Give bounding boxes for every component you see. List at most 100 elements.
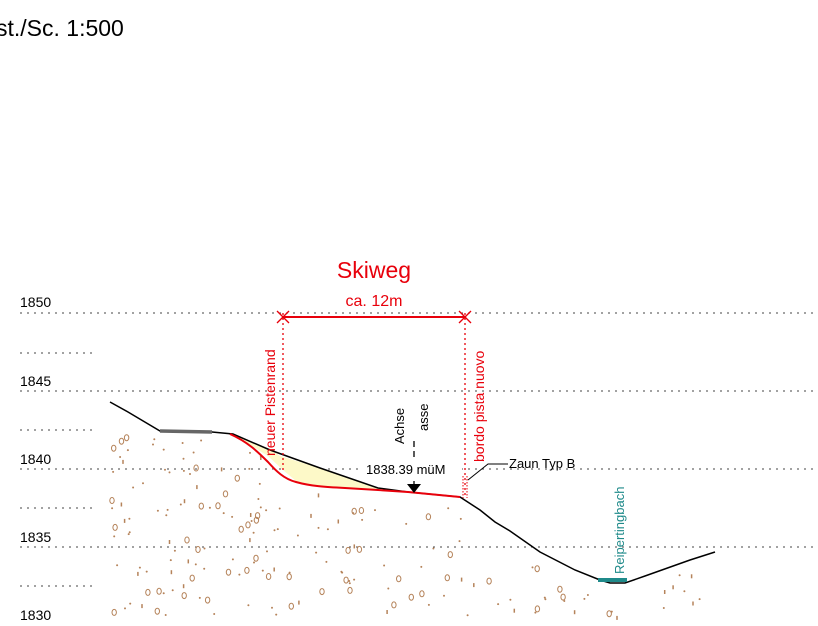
- soil-pebble: [154, 607, 161, 615]
- road-width-label: ca. 12m: [346, 293, 403, 310]
- soil-dot: [261, 569, 264, 572]
- soil-dot: [348, 582, 351, 585]
- soil-pebble: [319, 588, 325, 596]
- elevation-labels: 1850 1845 1840 1835 1830: [20, 294, 51, 623]
- soil-pebble: [123, 434, 130, 442]
- soil-pebble: [184, 536, 190, 544]
- soil-dot: [353, 578, 356, 581]
- paved-existing-segment: [159, 429, 213, 434]
- soil-dot: [111, 507, 114, 510]
- axis-label-it: asse: [416, 404, 431, 431]
- soil-dot: [145, 570, 148, 573]
- new-road-profile: [229, 433, 461, 498]
- soil-dot: [128, 531, 131, 534]
- soil-dot: [179, 503, 182, 506]
- fence-label: Zaun Typ B: [509, 456, 575, 471]
- soil-dot: [166, 508, 169, 511]
- soil-dot: [387, 587, 390, 590]
- soil-dot: [534, 611, 537, 614]
- soil-pebble: [111, 608, 117, 616]
- elevation-grid: [20, 312, 818, 587]
- soil-dot: [586, 594, 589, 596]
- soil-pebble: [286, 573, 292, 581]
- axis-elevation-bg: [362, 460, 462, 477]
- soil-pebble: [181, 592, 187, 600]
- soil-pebble: [534, 605, 541, 613]
- soil-dot: [278, 507, 281, 510]
- soil-dot: [127, 533, 130, 536]
- soil-pebble: [222, 490, 229, 498]
- soil-dot: [252, 531, 255, 534]
- soil-dot: [443, 594, 445, 597]
- soil-pebble: [343, 576, 349, 584]
- elevation-label-1845: 1845: [20, 373, 51, 389]
- soil-dot: [459, 517, 462, 520]
- soil-dot: [678, 574, 681, 577]
- fence-leader-line: [467, 463, 508, 481]
- soil-dot: [231, 515, 234, 518]
- width-dimension: [276, 310, 472, 324]
- soil-pebble: [238, 525, 244, 533]
- existing-terrain-line: [109, 401, 716, 584]
- soil-pebble: [358, 507, 365, 514]
- soil-dot: [203, 547, 206, 550]
- soil-dot: [361, 518, 364, 521]
- soil-dot: [273, 529, 276, 532]
- soil-dot: [497, 603, 500, 606]
- soil-dot: [153, 438, 156, 441]
- soil-dot: [208, 506, 211, 509]
- soil-dot: [250, 520, 253, 522]
- soil-dot: [124, 607, 126, 610]
- soil-dot: [427, 603, 430, 606]
- soil-dot: [296, 534, 299, 537]
- axis-elevation-label: 1838.39 müM: [366, 462, 446, 477]
- soil-dot: [238, 573, 241, 576]
- soil-dot: [162, 448, 165, 451]
- soil-pebble: [189, 574, 195, 582]
- soil-dot: [447, 507, 450, 510]
- soil-dot: [266, 550, 268, 553]
- soil-pebble: [118, 437, 125, 445]
- soil-pebble: [356, 545, 363, 553]
- soil-dot: [200, 439, 203, 442]
- soil-pebble: [145, 588, 151, 596]
- right-edge-label: bordo pista nuovo: [471, 350, 487, 462]
- scale-label: st./Sc. 1:500: [0, 15, 124, 41]
- soil-dot: [126, 449, 129, 452]
- soil-dot: [247, 604, 250, 607]
- elevation-label-1830: 1830: [20, 607, 51, 621]
- soil-pebble: [444, 574, 450, 582]
- soil-dot: [544, 598, 547, 601]
- soil-dot: [142, 482, 144, 485]
- soil-dot: [543, 596, 546, 599]
- soil-pebble: [447, 551, 453, 559]
- soil-dot: [249, 451, 251, 454]
- soil-pebble: [560, 593, 566, 601]
- soil-pebble: [254, 512, 261, 520]
- soil-dot: [374, 509, 376, 512]
- soil-pebble: [204, 596, 211, 604]
- soil-dot: [213, 613, 216, 615]
- soil-dot: [152, 443, 154, 446]
- soil-dot: [116, 564, 119, 567]
- soil-pebble: [265, 573, 272, 580]
- soil-pebble: [244, 566, 250, 574]
- soil-dot: [192, 451, 195, 454]
- axis-label-de: Achse: [392, 408, 407, 444]
- soil-dot: [119, 456, 122, 458]
- soil-pebble: [557, 585, 563, 593]
- soil-dot: [315, 551, 318, 554]
- left-edge-label: neuer Pistenrand: [262, 349, 278, 456]
- soil-dot: [128, 517, 131, 520]
- soil-dot: [248, 467, 251, 470]
- soil-dot: [259, 506, 262, 509]
- soil-dot: [325, 560, 328, 563]
- soil-dot: [458, 540, 461, 543]
- soil-pebble: [156, 587, 162, 595]
- soil-dot: [326, 528, 329, 531]
- soil-dot: [383, 564, 386, 567]
- soil-dot: [698, 598, 701, 601]
- soil-pebble: [234, 474, 241, 482]
